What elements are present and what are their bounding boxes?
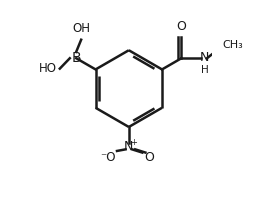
Text: CH₃: CH₃ — [223, 40, 243, 50]
Text: OH: OH — [72, 22, 90, 35]
Text: HO: HO — [39, 62, 56, 75]
Text: O: O — [176, 20, 186, 33]
Text: N: N — [200, 51, 209, 64]
Text: O: O — [144, 151, 154, 164]
Text: +: + — [130, 138, 137, 147]
Text: N: N — [124, 140, 134, 153]
Text: ⁻O: ⁻O — [100, 151, 116, 164]
Text: H: H — [201, 65, 209, 75]
Text: B: B — [71, 51, 81, 65]
